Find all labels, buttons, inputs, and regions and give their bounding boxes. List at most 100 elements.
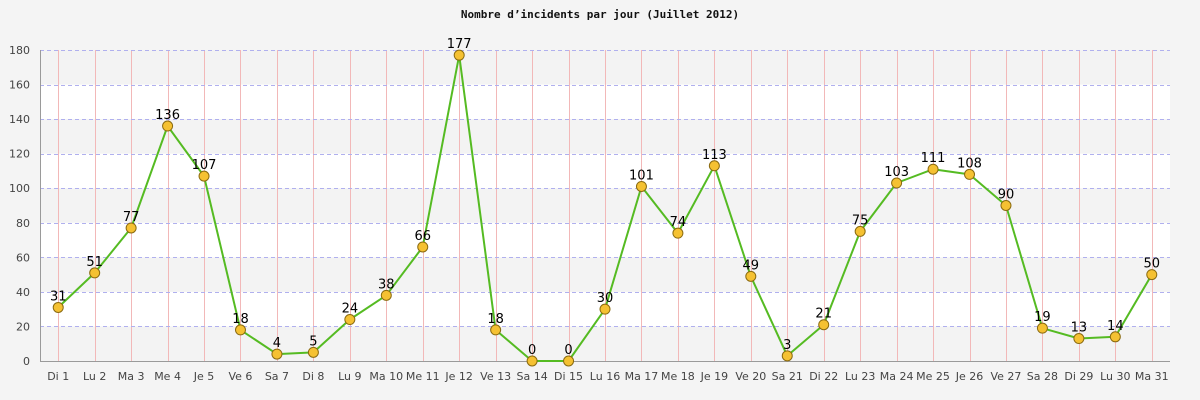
x-tick-label: Je 12 <box>444 370 473 383</box>
data-point[interactable] <box>563 355 575 367</box>
data-point[interactable] <box>635 180 647 192</box>
x-tick-label: Ve 13 <box>480 370 511 383</box>
y-tick-label: 60 <box>16 251 30 264</box>
y-tick-label: 20 <box>16 320 30 333</box>
x-tick-label: Je 5 <box>193 370 215 383</box>
x-tick-label: Je 19 <box>700 370 729 383</box>
data-point[interactable] <box>234 324 246 336</box>
data-point[interactable] <box>1036 322 1048 334</box>
y-tick-label: 120 <box>9 148 30 161</box>
x-tick-label: Sa 14 <box>516 370 547 383</box>
data-point[interactable] <box>781 350 793 362</box>
data-point[interactable] <box>380 289 392 301</box>
data-label: 38 <box>378 277 395 292</box>
data-label: 113 <box>702 148 727 163</box>
x-tick-label: Di 22 <box>809 370 838 383</box>
data-point[interactable] <box>125 222 137 234</box>
data-point[interactable] <box>1109 331 1121 343</box>
x-tick-label: Ve 27 <box>990 370 1021 383</box>
data-point[interactable] <box>344 314 356 326</box>
x-tick-label: Me 25 <box>916 370 950 383</box>
data-point[interactable] <box>708 160 720 172</box>
data-label: 3 <box>783 338 791 353</box>
x-tick-label: Di 1 <box>47 370 69 383</box>
x-tick-label: Lu 16 <box>590 370 620 383</box>
data-label: 107 <box>192 158 217 173</box>
x-tick-label: Ve 6 <box>229 370 253 383</box>
x-tick-label: Me 4 <box>154 370 181 383</box>
data-point[interactable] <box>89 267 101 279</box>
data-point[interactable] <box>198 170 210 182</box>
data-point[interactable] <box>599 303 611 315</box>
x-tick-label: Lu 30 <box>1100 370 1130 383</box>
data-point[interactable] <box>271 348 283 360</box>
x-tick-label: Sa 21 <box>772 370 803 383</box>
x-tick-label: Di 8 <box>302 370 324 383</box>
data-point[interactable] <box>927 163 939 175</box>
data-label: 14 <box>1107 319 1124 334</box>
data-label: 24 <box>342 302 359 317</box>
data-label: 30 <box>597 291 614 306</box>
y-tick-label: 160 <box>9 79 30 92</box>
data-label: 18 <box>487 312 504 327</box>
y-tick-label: 140 <box>9 113 30 126</box>
data-point[interactable] <box>854 225 866 237</box>
x-tick-label: Sa 28 <box>1027 370 1058 383</box>
data-point[interactable] <box>526 355 538 367</box>
data-point[interactable] <box>453 49 465 61</box>
data-point[interactable] <box>964 168 976 180</box>
data-label: 5 <box>309 334 317 349</box>
data-label: 75 <box>852 213 869 228</box>
y-tick-label: 0 <box>23 355 30 368</box>
y-tick-label: 80 <box>16 217 30 230</box>
data-point[interactable] <box>162 120 174 132</box>
y-tick-label: 100 <box>9 182 30 195</box>
x-tick-label: Lu 9 <box>338 370 361 383</box>
x-tick-label: Di 29 <box>1064 370 1093 383</box>
x-tick-label: Di 15 <box>554 370 583 383</box>
x-tick-label: Ma 24 <box>880 370 914 383</box>
x-tick-label: Lu 2 <box>83 370 106 383</box>
data-label: 49 <box>743 258 760 273</box>
data-label: 13 <box>1071 321 1088 336</box>
data-point[interactable] <box>490 324 502 336</box>
data-label: 31 <box>50 289 67 304</box>
x-tick-label: Lu 23 <box>845 370 875 383</box>
data-label: 0 <box>564 343 572 358</box>
x-tick-label: Je 26 <box>955 370 984 383</box>
data-point[interactable] <box>891 177 903 189</box>
x-tick-label: Ve 20 <box>735 370 766 383</box>
x-tick-label: Ma 3 <box>118 370 145 383</box>
data-label: 136 <box>155 108 180 123</box>
data-point[interactable] <box>818 319 830 331</box>
data-point[interactable] <box>1073 333 1085 345</box>
data-label: 111 <box>921 151 946 166</box>
data-point[interactable] <box>307 346 319 358</box>
data-point[interactable] <box>672 227 684 239</box>
x-tick-label: Me 11 <box>406 370 440 383</box>
x-tick-label: Ma 17 <box>625 370 659 383</box>
data-label: 101 <box>629 168 654 183</box>
x-tick-label: Me 18 <box>661 370 695 383</box>
x-tick-label: Ma 10 <box>369 370 403 383</box>
data-label: 19 <box>1034 310 1051 325</box>
x-tick-label: Ma 31 <box>1135 370 1169 383</box>
data-point[interactable] <box>1000 200 1012 211</box>
data-label: 18 <box>232 312 249 327</box>
data-label: 21 <box>815 307 832 322</box>
chart-title: Nombre d’incidents par jour (Juillet 201… <box>461 8 739 21</box>
data-point[interactable] <box>52 301 64 313</box>
data-label: 108 <box>957 156 982 171</box>
data-point[interactable] <box>745 270 757 282</box>
y-tick-label: 40 <box>16 286 30 299</box>
data-point[interactable] <box>417 241 429 253</box>
data-label: 90 <box>998 188 1015 203</box>
y-tick-label: 180 <box>9 44 30 57</box>
data-point[interactable] <box>1146 269 1158 281</box>
x-tick-label: Sa 7 <box>265 370 289 383</box>
data-label: 51 <box>86 255 103 270</box>
data-label: 0 <box>528 343 536 358</box>
data-label: 74 <box>670 215 687 230</box>
